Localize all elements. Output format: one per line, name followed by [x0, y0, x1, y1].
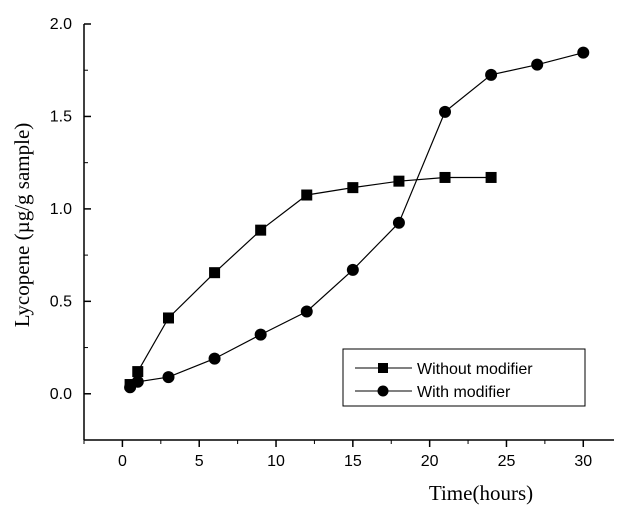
data-point [393, 175, 405, 187]
data-point [347, 182, 359, 194]
data-point [162, 371, 175, 384]
data-point [208, 352, 221, 365]
x-tick-label: 10 [267, 453, 285, 470]
x-axis-title: Time(hours) [429, 481, 533, 505]
x-tick-label: 0 [118, 453, 127, 470]
legend-square-marker [378, 363, 388, 373]
data-point [346, 263, 359, 276]
data-point [485, 171, 497, 183]
legend-box [342, 348, 586, 407]
legend-entry-with-modifier: With modifier [355, 384, 511, 401]
data-point [439, 171, 451, 183]
legend: Without modifier With modifier [342, 348, 586, 407]
x-tick-label: 5 [195, 453, 204, 470]
data-point [132, 366, 144, 378]
x-tick-label: 30 [574, 453, 592, 470]
y-tick-label: 2.0 [50, 16, 72, 33]
y-ticks: 0.0 0.5 1.0 1.5 2.0 [50, 16, 91, 441]
x-tick-label: 15 [344, 453, 362, 470]
series-layer [124, 46, 590, 394]
axes [83, 24, 614, 441]
data-point [254, 328, 267, 341]
legend-entry-without-modifier: Without modifier [355, 361, 533, 378]
legend-label: Without modifier [417, 361, 533, 378]
x-tick-label: 25 [498, 453, 516, 470]
x-ticks: 0 5 10 15 20 25 30 [83, 440, 592, 470]
data-point [300, 305, 313, 318]
y-tick-label: 1.5 [50, 108, 72, 125]
data-point [577, 46, 590, 59]
legend-label: With modifier [417, 384, 511, 401]
y-axis-title: Lycopene (µg/g sample) [10, 123, 34, 328]
data-point [301, 189, 313, 201]
legend-circle-marker [377, 385, 389, 397]
x-tick-label: 20 [421, 453, 439, 470]
y-tick-label: 1.0 [50, 201, 72, 218]
data-point [255, 224, 267, 236]
data-point [439, 105, 452, 118]
data-point [162, 312, 174, 324]
data-point [131, 375, 144, 388]
y-tick-label: 0.0 [50, 386, 72, 403]
series-line [129, 52, 584, 388]
data-point [531, 58, 544, 71]
data-point [209, 267, 221, 279]
data-point [485, 68, 498, 81]
series-line [129, 176, 492, 385]
series-with-modifier [124, 46, 590, 394]
y-tick-label: 0.5 [50, 293, 72, 310]
data-point [392, 216, 405, 229]
